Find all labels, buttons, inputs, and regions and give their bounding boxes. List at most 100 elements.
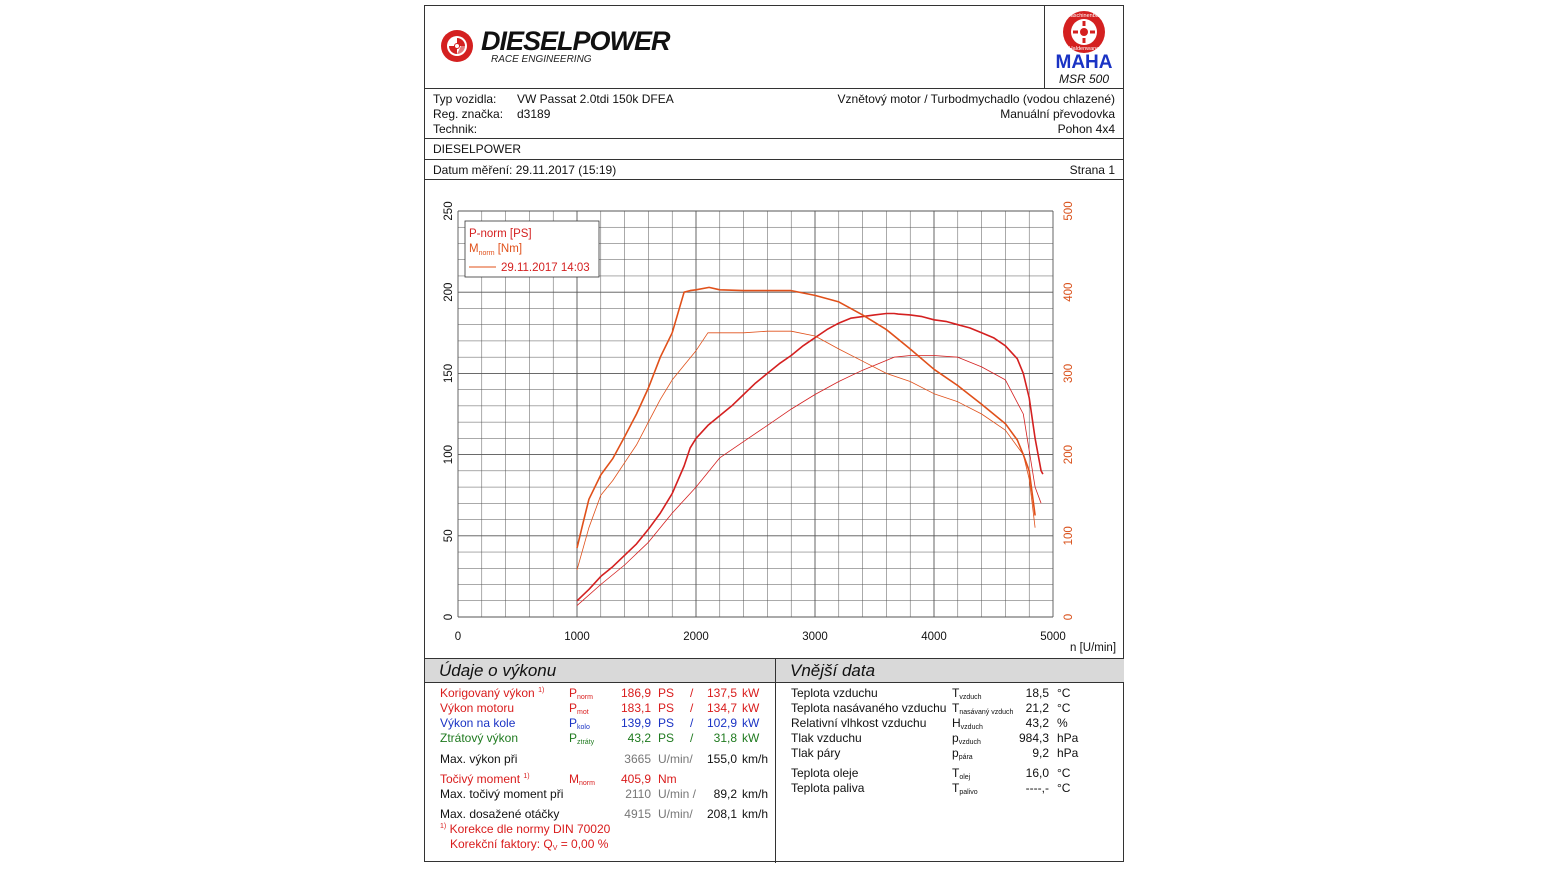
brand-subtitle: RACE ENGINEERING <box>491 54 592 65</box>
curve-series-1 <box>576 355 1042 606</box>
maha-logo: Maschinenbau Haldenwang MAHA MSR 500 <box>1044 6 1123 88</box>
perf-row-unit-kw: kW <box>742 716 760 730</box>
brand-name: DIESELPOWER <box>481 26 671 56</box>
vehicle-type-label: Typ vozidla: <box>433 92 497 106</box>
engine-type: Vznětový motor / Turbodmychadlo (vodou c… <box>837 92 1115 106</box>
perf-row-symbol: Pkolo <box>569 716 590 731</box>
x-tick-label: 5000 <box>1040 631 1066 643</box>
ext-row-label: Teplota oleje <box>791 766 859 780</box>
perf-row-slash: / <box>690 686 694 700</box>
perf-row-unit-kw: kW <box>742 686 760 700</box>
y-left-tick-label: 200 <box>443 283 455 302</box>
x-tick-label: 3000 <box>802 631 828 643</box>
ext-row-symbol: Tvzduch <box>952 686 982 701</box>
ext-row-label: Teplota vzduchu <box>791 686 878 700</box>
y-right-tick-label: 300 <box>1063 364 1075 383</box>
performance-panel-header: Údaje o výkonu <box>425 658 776 683</box>
ext-row-label: Tlak vzduchu <box>791 731 862 745</box>
legend-power-label: P-norm [PS] <box>469 228 532 240</box>
max-power-rpm-unit: U/min/ <box>658 752 693 766</box>
drive-type: Pohon 4x4 <box>1057 122 1115 136</box>
ext-row-unit: % <box>1057 716 1068 730</box>
ext-row-value: 984,3 <box>1018 731 1049 745</box>
ext-row-value: 9,2 <box>1032 746 1049 760</box>
max-torque-rpm: 2110 <box>625 787 651 801</box>
maha-ring-bottom: Haldenwang <box>1069 46 1100 52</box>
x-tick-label: 0 <box>455 631 461 643</box>
y-right-tick-label: 400 <box>1063 283 1075 302</box>
ext-row-symbol: Tpalivo <box>952 781 978 796</box>
dyno-model: MSR 500 <box>1058 72 1110 86</box>
torque-symbol: Mnorm <box>569 772 595 787</box>
ext-row-unit: hPa <box>1057 731 1079 745</box>
perf-row-label: Výkon motoru <box>440 701 515 715</box>
max-power-label: Max. výkon při <box>440 752 518 766</box>
dieselpower-logo: DIESELPOWER RACE ENGINEERING <box>439 26 699 76</box>
x-axis-label: n [U/min] <box>1070 642 1116 654</box>
perf-row-unit-ps: PS <box>658 731 675 745</box>
perf-row-value-kw: 102,9 <box>706 716 737 730</box>
max-power-rpm: 3665 <box>624 752 651 766</box>
y-left-tick-label: 0 <box>443 614 455 620</box>
perf-row-unit-kw: kW <box>742 731 760 745</box>
maha-ring-top: Maschinenbau <box>1066 13 1102 19</box>
perf-row-unit-ps: PS <box>658 716 675 730</box>
gearbox-type: Manuální převodovka <box>1000 107 1115 121</box>
perf-row-slash: / <box>690 701 694 715</box>
perf-row-label: Ztrátový výkon <box>440 731 519 745</box>
ext-row-unit: °C <box>1057 686 1071 700</box>
torque-unit: Nm <box>658 772 677 786</box>
y-right-tick-label: 100 <box>1063 526 1075 545</box>
perf-row-slash: / <box>690 731 694 745</box>
date-row: Datum měření: 29.11.2017 (15:19) Strana … <box>425 160 1123 180</box>
max-rpm-value: 4915 <box>624 807 651 821</box>
perf-row-label: Korigovaný výkon 1) <box>440 686 545 700</box>
ext-row-symbol: ppára <box>952 746 973 761</box>
legend-torque-label: Mnorm [Nm] <box>469 243 522 257</box>
turbo-icon <box>441 30 473 62</box>
legend-run-label: 29.11.2017 14:03 <box>501 262 590 274</box>
curve-series-2 <box>576 286 1036 549</box>
y-right-tick-label: 0 <box>1063 614 1075 620</box>
ext-row-symbol: Tolej <box>952 766 971 781</box>
max-torque-speed: 89,2 <box>713 787 737 801</box>
y-right-tick-label: 200 <box>1063 445 1075 464</box>
max-rpm-unit: U/min/ <box>658 807 693 821</box>
power-torque-chart: 0 1000 2000 3000 4000 5000 0 50 100 150 200 250 0 100… <box>425 180 1123 658</box>
customer-row: DIESELPOWER <box>425 139 1123 160</box>
ext-row-symbol: Hvzduch <box>952 716 983 731</box>
dyno-report-sheet: DIESELPOWER RACE ENGINEERING Maschinenba… <box>424 5 1124 863</box>
max-torque-speed-unit: km/h <box>742 787 769 801</box>
y-left-tick-label: 50 <box>443 529 455 542</box>
perf-row-symbol: Pztráty <box>569 731 595 746</box>
x-tick-label: 1000 <box>564 631 590 643</box>
report-header: DIESELPOWER RACE ENGINEERING Maschinenba… <box>425 6 1123 89</box>
y-left-tick-label: 150 <box>443 364 455 383</box>
perf-row-value-ps: 139,9 <box>620 716 651 730</box>
ext-row-value: 43,2 <box>1025 716 1049 730</box>
ext-row-unit: °C <box>1057 781 1071 795</box>
page-number: Strana 1 <box>1069 163 1115 177</box>
ext-row-symbol: pvzduch <box>952 731 981 746</box>
perf-row-value-kw: 137,5 <box>706 686 737 700</box>
ext-row-label: Relativní vlhkost vzduchu <box>791 716 927 730</box>
ext-row-value: 21,2 <box>1025 701 1049 715</box>
torque-value: 405,9 <box>620 772 651 786</box>
max-rpm-label: Max. dosažené otáčky <box>440 807 560 821</box>
ext-row-label: Tlak páry <box>791 746 841 760</box>
perf-row-slash: / <box>690 716 694 730</box>
max-torque-rpm-unit: U/min / <box>658 787 697 801</box>
ext-row-symbol: Tnasávaný vzduch <box>952 701 1014 716</box>
perf-row-label: Výkon na kole <box>440 716 516 730</box>
ext-row-label: Teplota nasávaného vzduchu <box>791 701 947 715</box>
ext-row-unit: hPa <box>1057 746 1079 760</box>
x-tick-label: 2000 <box>683 631 709 643</box>
y-right-tick-label: 500 <box>1063 201 1075 220</box>
reg-value: d3189 <box>517 107 551 121</box>
perf-row-unit-ps: PS <box>658 701 675 715</box>
maha-word: MAHA <box>1056 52 1113 70</box>
panel-divider <box>775 658 776 863</box>
technician-label: Technik: <box>433 122 478 136</box>
reg-label: Reg. značka: <box>433 107 504 121</box>
ext-row-unit: °C <box>1057 766 1071 780</box>
